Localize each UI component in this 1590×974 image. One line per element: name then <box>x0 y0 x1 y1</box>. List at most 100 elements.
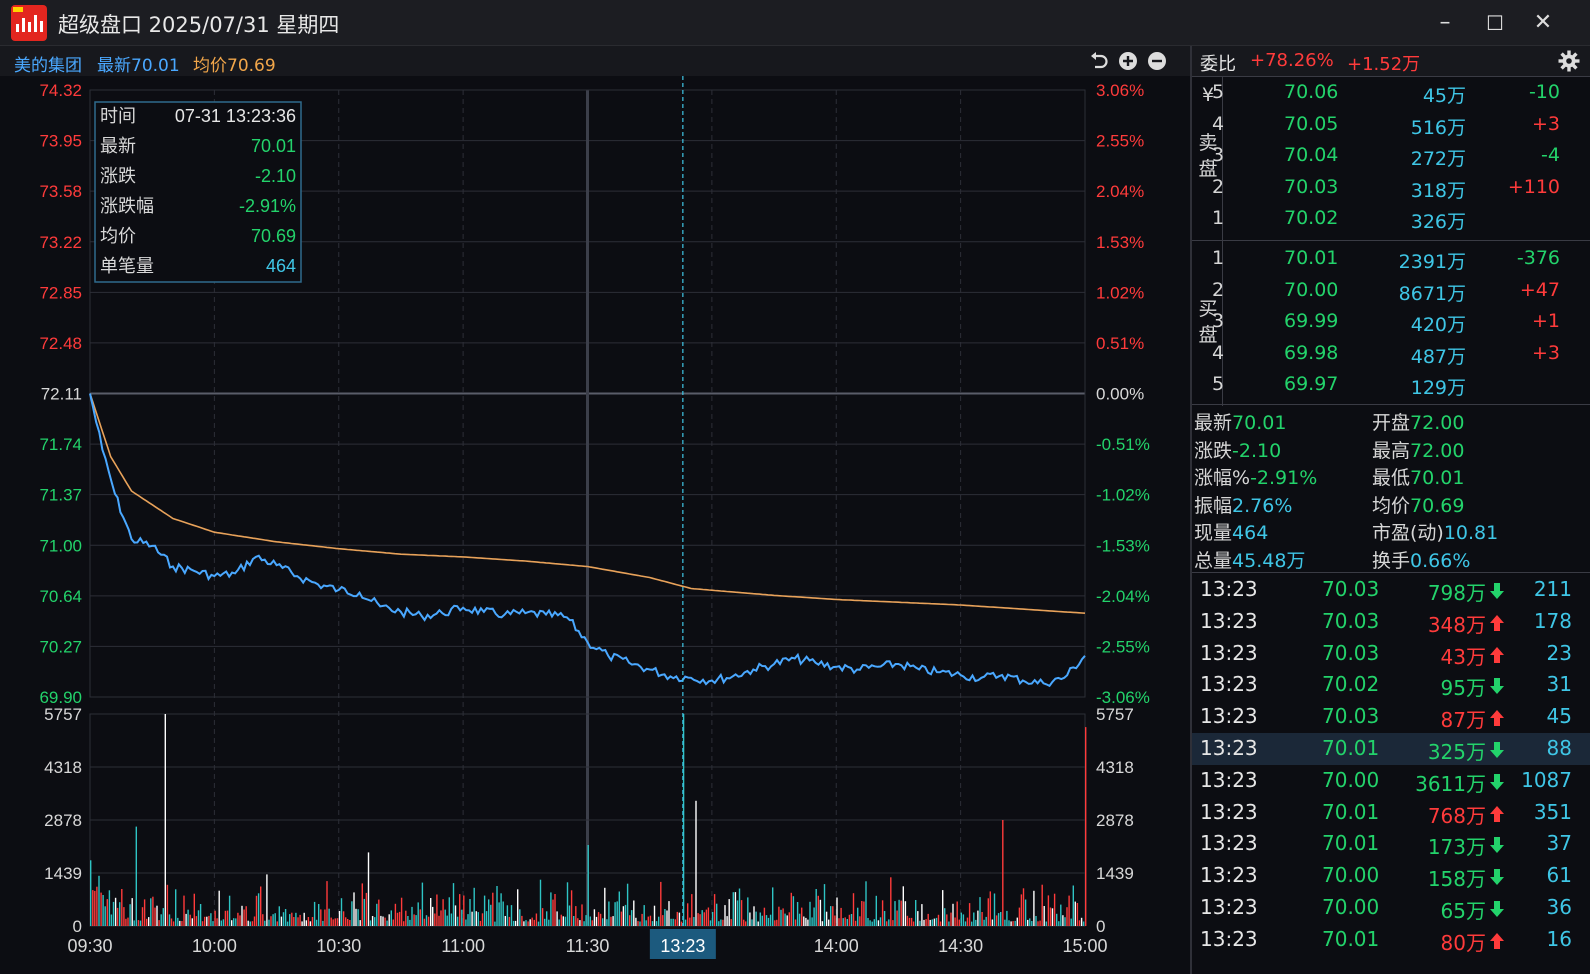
close-button[interactable]: ✕ <box>1533 10 1553 35</box>
intraday-chart[interactable]: 74.32 3.06% 73.95 2.55% 73.58 2.04% 73.22 1.53%… <box>0 76 1190 974</box>
tick-row[interactable]: 13:23 70.01 768万 351 <box>1192 797 1590 829</box>
volume-bar <box>469 899 471 926</box>
volume-bar <box>993 893 996 926</box>
tick-row[interactable]: 13:23 70.00 158万 61 <box>1192 860 1590 892</box>
volume-bar <box>266 874 268 926</box>
volume-bar <box>707 907 710 926</box>
volume-bar <box>577 918 579 926</box>
tick-row[interactable]: 13:23 70.03 348万 178 <box>1192 606 1590 638</box>
stock-name[interactable]: 美的集团 <box>14 56 82 76</box>
volume-bar <box>239 915 241 926</box>
vol-tick-right: 5757 <box>1096 705 1134 724</box>
bid-level: 5 <box>1212 373 1225 395</box>
y-tick-right: -2.04% <box>1096 587 1150 606</box>
tick-time: 13:23 <box>1200 799 1258 824</box>
volume-bar <box>950 912 952 926</box>
tick-row[interactable]: 13:23 70.03 43万 23 <box>1192 638 1590 670</box>
volume-bar <box>716 903 718 926</box>
gear-icon[interactable] <box>1558 50 1580 72</box>
tick-row[interactable]: 13:23 70.00 3611万 1087 <box>1192 765 1590 797</box>
volume-bar <box>877 920 880 926</box>
maximize-button[interactable]: ☐ <box>1486 11 1504 35</box>
volume-bar <box>129 904 131 926</box>
zoom-in-icon[interactable] <box>1117 50 1139 72</box>
tick-volume: 325万 <box>1427 740 1486 764</box>
tick-time: 13:23 <box>1200 608 1258 633</box>
stat-value: 70.01 <box>1410 467 1465 489</box>
arrow-down-icon <box>1490 869 1504 886</box>
volume-bar <box>179 920 181 926</box>
volume-bar <box>966 917 969 926</box>
volume-bar <box>502 901 504 926</box>
tick-row[interactable]: 13:23 70.01 173万 37 <box>1192 828 1590 860</box>
tick-row[interactable]: 13:23 70.01 325万 88 <box>1192 733 1590 765</box>
volume-bar <box>403 921 405 926</box>
ask-level-row[interactable]: 5 70.06 45万 -10 <box>1192 78 1590 110</box>
volume-bar <box>871 921 873 926</box>
bid-level-row[interactable]: 5 69.97 129万 <box>1192 370 1590 402</box>
tooltip-value: 70.69 <box>251 226 296 246</box>
stat-label: 最低 <box>1372 467 1411 489</box>
volume-bar <box>112 901 115 926</box>
volume-bar <box>380 915 382 926</box>
volume-bar <box>942 890 944 926</box>
stat-label: 换手 <box>1372 549 1411 572</box>
minimize-button[interactable]: – <box>1439 10 1451 35</box>
volume-bar <box>301 921 303 926</box>
volume-bar <box>216 918 218 926</box>
volume-bar <box>262 914 264 926</box>
volume-bar <box>241 905 243 926</box>
volume-bar <box>929 919 931 926</box>
tick-row[interactable]: 13:23 70.03 87万 45 <box>1192 701 1590 733</box>
volume-bar <box>670 918 672 926</box>
tick-row[interactable]: 13:23 70.02 95万 31 <box>1192 669 1590 701</box>
bid-level-row[interactable]: 4 69.98 487万 +3 <box>1192 339 1590 371</box>
tick-row[interactable]: 13:23 70.01 80万 16 <box>1192 924 1590 956</box>
volume-bar <box>857 907 859 926</box>
bid-volume: 2391万 <box>1398 251 1466 273</box>
stat-label: 涨跌 <box>1194 439 1233 462</box>
stat-label: 最高 <box>1372 439 1411 462</box>
volume-bar <box>365 892 368 926</box>
volume-bar <box>407 916 409 926</box>
ask-level-row[interactable]: 3 70.04 272万 -4 <box>1192 141 1590 173</box>
bid-level-row[interactable]: 2 70.00 8671万 +47 <box>1192 276 1590 308</box>
volume-bar <box>573 916 575 926</box>
volume-bar <box>931 919 933 926</box>
tick-time: 13:23 <box>1200 577 1258 601</box>
tick-count: 23 <box>1546 640 1572 665</box>
undo-icon[interactable] <box>1088 50 1110 72</box>
volume-bar <box>925 919 927 926</box>
x-tick-label: 14:00 <box>814 936 859 956</box>
candlestick-app-icon[interactable] <box>11 5 47 41</box>
volume-bar <box>817 895 819 926</box>
volume-bar <box>519 909 521 926</box>
ask-level-row[interactable]: 2 70.03 318万 +110 <box>1192 173 1590 205</box>
tick-price: 70.01 <box>1322 799 1380 824</box>
bid-level-row[interactable]: 3 69.99 420万 +1 <box>1192 307 1590 339</box>
ask-price: 70.02 <box>1284 207 1339 229</box>
volume-bar <box>821 921 824 926</box>
volume-bar <box>351 901 353 926</box>
y-tick-right: -0.51% <box>1096 435 1150 454</box>
volume-bar <box>135 826 137 926</box>
volume-bar <box>448 897 450 926</box>
tick-row[interactable]: 13:23 70.00 65万 36 <box>1192 892 1590 924</box>
bid-level-row[interactable]: 1 70.01 2391万 -376 <box>1192 244 1590 276</box>
volume-bar <box>411 906 413 926</box>
tick-price: 70.00 <box>1322 767 1380 792</box>
y-tick-left: 70.64 <box>39 587 82 606</box>
volume-bar <box>255 895 258 926</box>
tick-row[interactable]: 13:23 70.03 798万 211 <box>1192 574 1590 606</box>
tooltip-value: 70.01 <box>251 136 296 156</box>
volume-bar <box>398 911 401 926</box>
zoom-out-icon[interactable] <box>1146 50 1168 72</box>
tick-time: 13:23 <box>1200 767 1258 792</box>
volume-bar <box>1000 912 1002 926</box>
ask-level-row[interactable]: 1 70.02 326万 <box>1192 204 1590 236</box>
volume-bar <box>602 918 604 926</box>
y-tick-left: 72.48 <box>39 334 82 353</box>
volume-bar <box>753 906 755 926</box>
ask-level-row[interactable]: 4 70.05 516万 +3 <box>1192 110 1590 142</box>
volume-bar <box>948 921 950 926</box>
